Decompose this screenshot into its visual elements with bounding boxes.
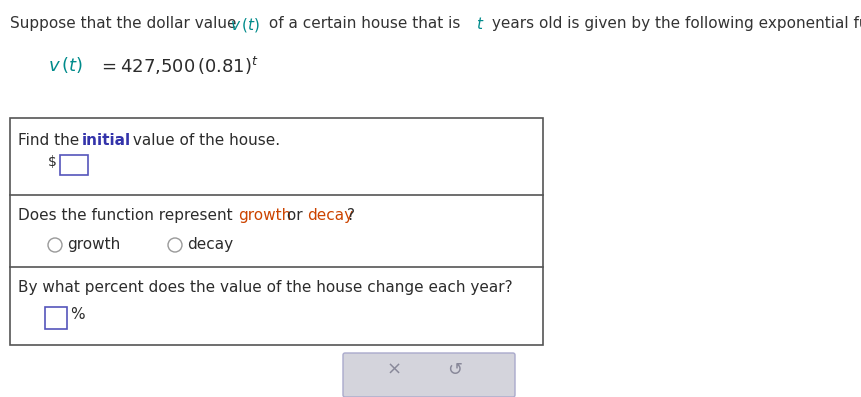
Circle shape	[48, 238, 62, 252]
Text: $v\,(t)$: $v\,(t)$	[48, 55, 84, 75]
Text: growth: growth	[238, 208, 291, 223]
Bar	[60, 155, 88, 175]
Text: Does the function represent: Does the function represent	[18, 208, 238, 223]
Text: initial: initial	[82, 133, 131, 148]
Text: value of the house.: value of the house.	[128, 133, 280, 148]
Text: years old is given by the following exponential function.: years old is given by the following expo…	[487, 16, 861, 31]
Text: By what percent does the value of the house change each year?: By what percent does the value of the ho…	[18, 280, 512, 295]
Text: ×: ×	[387, 361, 402, 379]
FancyBboxPatch shape	[343, 353, 515, 397]
Text: $: $	[48, 155, 57, 169]
Text: growth: growth	[67, 237, 121, 252]
Text: $t$: $t$	[476, 16, 485, 32]
Text: Suppose that the dollar value: Suppose that the dollar value	[10, 16, 241, 31]
Text: of a certain house that is: of a certain house that is	[264, 16, 465, 31]
Text: decay: decay	[187, 237, 233, 252]
Text: or: or	[282, 208, 307, 223]
Text: %: %	[70, 307, 84, 322]
Bar	[10, 118, 543, 345]
Circle shape	[168, 238, 182, 252]
Text: ?: ?	[347, 208, 355, 223]
Text: Find the: Find the	[18, 133, 84, 148]
Text: $= 427{,}500\,(0.81)^{t}$: $= 427{,}500\,(0.81)^{t}$	[98, 55, 258, 77]
Text: decay: decay	[307, 208, 353, 223]
Text: $v\,(t)$: $v\,(t)$	[230, 16, 260, 34]
Bar	[45, 307, 67, 329]
Text: ↺: ↺	[447, 361, 462, 379]
